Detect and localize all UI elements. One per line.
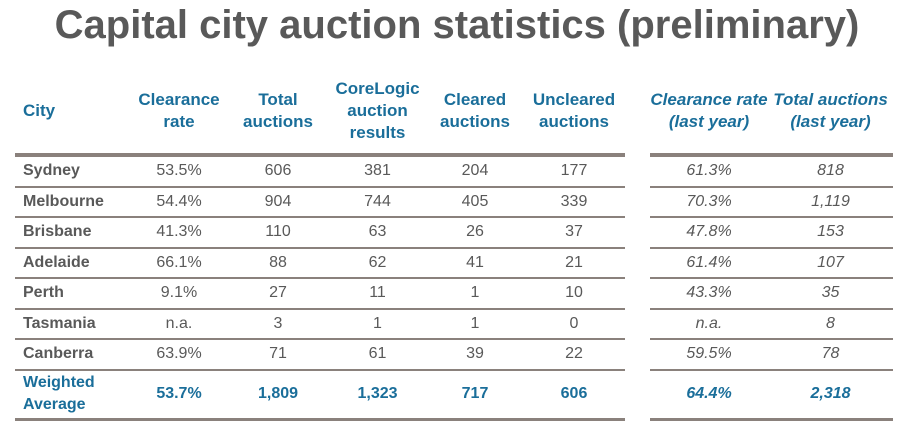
cell-cr_ly: 61.3% <box>650 155 768 188</box>
cell-cr: 66.1% <box>130 247 228 279</box>
table-row: Sydney 53.5% 606 381 204 177 <box>15 155 625 188</box>
cell-city: Sydney <box>15 155 130 188</box>
cell-uncleared: 0 <box>523 308 625 340</box>
table-row: 61.3% 818 <box>650 155 893 188</box>
auction-table: City Clearance rate Total auctions CoreL… <box>15 68 625 421</box>
cell-cr: n.a. <box>130 308 228 340</box>
cell-total_ly: 78 <box>768 339 893 371</box>
cell-cr_ly: 59.5% <box>650 339 768 371</box>
header-corelogic-results: CoreLogic auction results <box>328 68 427 157</box>
cell-total: 27 <box>228 278 328 310</box>
header-total-auctions-last-year: Total auctions (last year) <box>768 68 893 157</box>
cell-city: Perth <box>15 278 130 310</box>
cell-cl: 63 <box>328 217 427 249</box>
header-clearance-rate: Clearance rate <box>130 68 228 157</box>
cell-cr: 41.3% <box>130 217 228 249</box>
cell-cr: 63.9% <box>130 339 228 371</box>
cell-cleared: 1 <box>427 308 523 340</box>
cell-cl: 744 <box>328 186 427 218</box>
cell-cl: 61 <box>328 339 427 371</box>
cell-total: 3 <box>228 308 328 340</box>
cell-uncleared: 10 <box>523 278 625 310</box>
cell-city: Brisbane <box>15 217 130 249</box>
cell-uncleared: 22 <box>523 339 625 371</box>
header-city: City <box>15 68 130 157</box>
cell-cleared: 1 <box>427 278 523 310</box>
table-row: n.a. 8 <box>650 308 893 340</box>
header-row: Clearance rate (last year) Total auction… <box>650 68 893 157</box>
last-year-table: Clearance rate (last year) Total auction… <box>650 68 893 421</box>
table-row: Tasmania n.a. 3 1 1 0 <box>15 308 625 340</box>
cell-cr_ly: 47.8% <box>650 217 768 249</box>
cell-cr_ly: 61.4% <box>650 247 768 279</box>
cell-cr_ly: 64.4% <box>650 369 768 421</box>
page-title: Capital city auction statistics (prelimi… <box>54 3 860 47</box>
cell-total: 110 <box>228 217 328 249</box>
table-row: Perth 9.1% 27 11 1 10 <box>15 278 625 310</box>
cell-total_ly: 153 <box>768 217 893 249</box>
cell-total: 606 <box>228 155 328 188</box>
cell-cl: 1,323 <box>328 369 427 421</box>
header-uncleared: Uncleared auctions <box>523 68 625 157</box>
cell-city: Adelaide <box>15 247 130 279</box>
cell-total_ly: 107 <box>768 247 893 279</box>
cell-cleared: 405 <box>427 186 523 218</box>
cell-cleared: 717 <box>427 369 523 421</box>
header-total-auctions: Total auctions <box>228 68 328 157</box>
cell-uncleared: 37 <box>523 217 625 249</box>
cell-total_ly: 1,119 <box>768 186 893 218</box>
table-row: 61.4% 107 <box>650 247 893 279</box>
cell-city: Tasmania <box>15 308 130 340</box>
cell-cr: 53.5% <box>130 155 228 188</box>
cell-cr_ly: n.a. <box>650 308 768 340</box>
cell-total_ly: 8 <box>768 308 893 340</box>
cell-city: Canberra <box>15 339 130 371</box>
cell-cl: 381 <box>328 155 427 188</box>
table-row: Brisbane 41.3% 110 63 26 37 <box>15 217 625 249</box>
cell-uncleared: 606 <box>523 369 625 421</box>
cell-total_ly: 818 <box>768 155 893 188</box>
cell-total: 88 <box>228 247 328 279</box>
cell-total: 1,809 <box>228 369 328 421</box>
cell-cl: 1 <box>328 308 427 340</box>
table-row: Adelaide 66.1% 88 62 41 21 <box>15 247 625 279</box>
cell-cleared: 41 <box>427 247 523 279</box>
table-row: 47.8% 153 <box>650 217 893 249</box>
header-cleared: Cleared auctions <box>427 68 523 157</box>
header-row: City Clearance rate Total auctions CoreL… <box>15 68 625 157</box>
cell-cr_ly: 43.3% <box>650 278 768 310</box>
cell-cl: 11 <box>328 278 427 310</box>
table-row: 59.5% 78 <box>650 339 893 371</box>
table-row: Canberra 63.9% 71 61 39 22 <box>15 339 625 371</box>
cell-cr: 54.4% <box>130 186 228 218</box>
table-row: 43.3% 35 <box>650 278 893 310</box>
cell-uncleared: 177 <box>523 155 625 188</box>
cell-total: 71 <box>228 339 328 371</box>
cell-uncleared: 21 <box>523 247 625 279</box>
weighted-average-row: Weighted Average 53.7% 1,809 1,323 717 606 <box>15 369 625 421</box>
cell-cl: 62 <box>328 247 427 279</box>
cell-cleared: 39 <box>427 339 523 371</box>
cell-cr: 9.1% <box>130 278 228 310</box>
cell-uncleared: 339 <box>523 186 625 218</box>
cell-total_ly: 2,318 <box>768 369 893 421</box>
cell-total_ly: 35 <box>768 278 893 310</box>
cell-cleared: 204 <box>427 155 523 188</box>
cell-total: 904 <box>228 186 328 218</box>
cell-cr_ly: 70.3% <box>650 186 768 218</box>
table-row: Melbourne 54.4% 904 744 405 339 <box>15 186 625 218</box>
cell-cleared: 26 <box>427 217 523 249</box>
table-row: 70.3% 1,119 <box>650 186 893 218</box>
cell-city: Weighted Average <box>15 369 130 421</box>
weighted-average-row: 64.4% 2,318 <box>650 369 893 421</box>
cell-cr: 53.7% <box>130 369 228 421</box>
header-clearance-rate-last-year: Clearance rate (last year) <box>650 68 768 157</box>
cell-city: Melbourne <box>15 186 130 218</box>
